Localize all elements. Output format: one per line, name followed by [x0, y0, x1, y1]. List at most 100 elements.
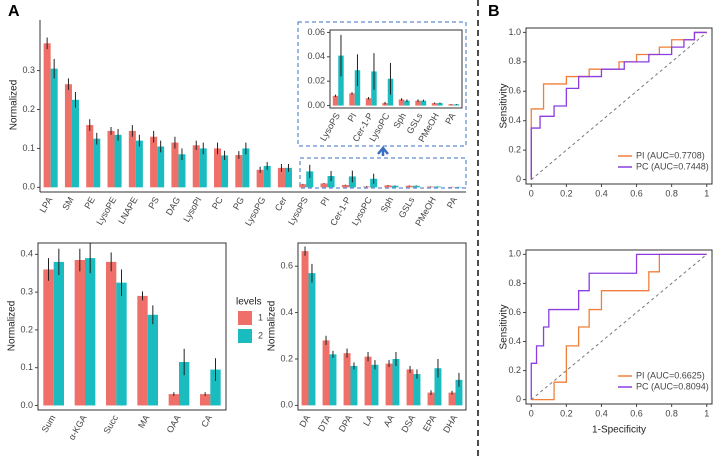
bar [413, 374, 421, 406]
bar [137, 295, 148, 406]
bar [168, 394, 179, 406]
bar [431, 103, 438, 106]
bar [147, 314, 159, 406]
bar [437, 103, 443, 106]
y-tick-label: 0.8 [508, 278, 521, 288]
x-tick-label: LPA [38, 195, 55, 214]
y-tick-label: 1.0 [508, 27, 521, 37]
bar [179, 362, 190, 406]
x-tick-label: PA [445, 195, 459, 210]
x-tick-label: Succ [101, 413, 120, 436]
y-tick-label: 0.3 [22, 65, 35, 75]
bar [277, 167, 285, 188]
legend-label: 2 [258, 330, 263, 340]
x-tick-label: 0 [529, 408, 534, 418]
bar [263, 165, 271, 188]
y-tick-label: 0.8 [508, 56, 521, 66]
y-tick-label: 0 [516, 394, 521, 404]
bar [455, 379, 463, 406]
bar [128, 130, 136, 188]
legend-label: PC (AUC=0.8094) [636, 381, 709, 391]
inset-frame [297, 21, 467, 147]
bar [327, 176, 335, 188]
bar [427, 186, 435, 188]
bar [322, 340, 330, 406]
bar [329, 354, 337, 406]
bar [150, 136, 158, 188]
x-tick-label: 0 [529, 188, 534, 198]
y-axis-title: Normalized [7, 301, 18, 352]
bar [235, 155, 243, 188]
bar [427, 392, 435, 406]
plot-frame [37, 242, 227, 411]
bar [365, 98, 372, 106]
bar [406, 369, 414, 406]
x-tick-label: EPA [421, 413, 438, 433]
x-tick-label: PI [318, 195, 331, 207]
y-axis-title: Sensitivity [499, 304, 510, 349]
bar [448, 104, 454, 106]
bar [214, 148, 222, 188]
bar [192, 145, 200, 188]
x-tick-label: DTA [316, 413, 333, 433]
reference-line [530, 32, 708, 180]
legend-swatch [238, 311, 252, 325]
x-tick-label: DPA [337, 413, 355, 433]
x-tick-label: α-KGA [67, 413, 89, 442]
x-tick-label: PI [346, 111, 359, 123]
y-tick-label: 0.6 [280, 261, 293, 271]
y-tick-label: 0.4 [280, 307, 293, 317]
x-axis-title: 1-Specificity [592, 425, 646, 436]
x-tick-label: 0.4 [595, 188, 608, 198]
legend-swatch [238, 329, 252, 343]
x-tick-label: PA [443, 111, 457, 126]
x-tick-label: 0.8 [665, 408, 678, 418]
bar [157, 146, 165, 188]
bar [448, 392, 456, 406]
bar [242, 148, 250, 188]
y-tick-label: 0.00 [307, 100, 325, 110]
bar [86, 125, 94, 188]
x-tick-label: PE [82, 195, 97, 210]
x-tick-label: AA [382, 413, 397, 428]
bar [71, 99, 79, 188]
y-tick-label: 0.3 [20, 286, 33, 296]
bar [221, 155, 229, 188]
x-tick-label: DSA [399, 413, 417, 434]
bar [43, 269, 54, 406]
y-tick-label: 0.4 [20, 249, 33, 259]
legend-label: PI (AUC=0.7708) [636, 150, 705, 160]
bar [64, 84, 72, 188]
bar [116, 282, 127, 406]
x-tick-label: 0.2 [560, 188, 573, 198]
y-tick-label: 0.1 [20, 362, 33, 372]
bar [284, 167, 292, 188]
plot-frame [297, 242, 467, 411]
y-tick-label: 0 [516, 174, 521, 184]
bar [349, 93, 355, 106]
x-tick-label: Sum [40, 413, 58, 434]
y-tick-label: 0.2 [508, 365, 521, 375]
x-tick-label: PMeOH [413, 195, 438, 228]
bar [53, 261, 65, 406]
y-tick-label: 0.6 [508, 86, 521, 96]
bar [210, 369, 221, 406]
y-tick-label: 0.02 [307, 76, 325, 86]
bar [354, 70, 361, 106]
x-tick-label: DAG [164, 195, 182, 217]
x-tick-label: 0.6 [630, 408, 643, 418]
bar [392, 358, 400, 406]
x-tick-label: DA [297, 413, 312, 429]
y-tick-label: 0.0 [20, 400, 33, 410]
bar [199, 148, 207, 188]
bar [50, 68, 58, 188]
x-tick-label: 0.2 [560, 408, 573, 418]
bar [434, 368, 442, 406]
x-tick-label: LysoPE [94, 195, 118, 227]
y-tick-label: 0.2 [22, 104, 35, 114]
legend-label: PC (AUC=0.7448) [636, 161, 709, 171]
bar [364, 356, 372, 406]
bar [320, 183, 328, 188]
bar [420, 100, 427, 106]
x-tick-label: 1 [704, 408, 709, 418]
